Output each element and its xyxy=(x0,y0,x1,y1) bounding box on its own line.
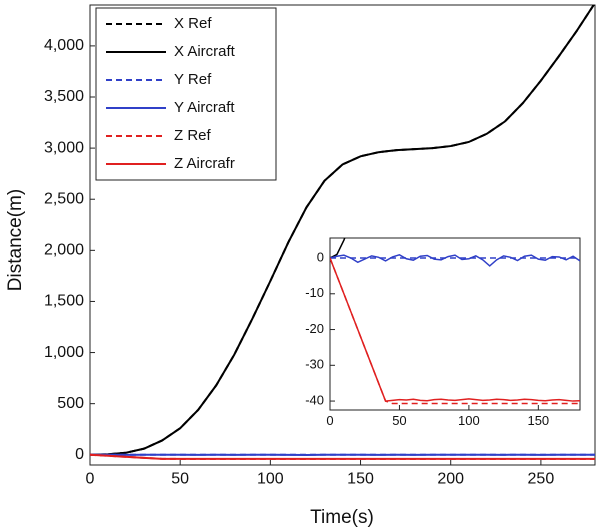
y-tick-label: 2,500 xyxy=(44,190,84,207)
x-tick-label: 100 xyxy=(257,471,284,488)
x-tick-label: 200 xyxy=(437,471,464,488)
x-tick-label: 150 xyxy=(527,413,549,428)
x-tick-label: 250 xyxy=(528,471,555,488)
plot-area xyxy=(329,237,581,411)
legend-label: Z Aircrafr xyxy=(174,155,235,172)
legend-label: X Aircraft xyxy=(174,43,236,60)
x-tick-label: 150 xyxy=(347,471,374,488)
y-tick-label: 3,500 xyxy=(44,88,84,105)
y-axis-label: Distance(m) xyxy=(5,189,26,291)
x-tick-label: 0 xyxy=(86,471,95,488)
y-tick-label: 2,000 xyxy=(44,242,84,259)
line-series xyxy=(90,453,595,460)
y-tick-label: -30 xyxy=(305,357,324,372)
y-tick-label: -20 xyxy=(305,321,324,336)
series-group xyxy=(330,238,580,405)
legend-label: X Ref xyxy=(174,15,212,32)
y-tick-label: -10 xyxy=(305,285,324,300)
legend-label: Z Ref xyxy=(174,127,212,144)
y-tick-label: 1,500 xyxy=(44,293,84,310)
legend-label: Y Ref xyxy=(174,71,212,88)
line-series xyxy=(330,253,580,267)
y-tick-label: 0 xyxy=(317,249,324,264)
x-tick-label: 0 xyxy=(326,413,333,428)
y-tick-label: 500 xyxy=(57,395,84,412)
x-axis-label: Time(s) xyxy=(310,507,374,528)
x-tick-label: 50 xyxy=(392,413,406,428)
y-tick-label: 4,000 xyxy=(44,37,84,54)
y-tick-label: 0 xyxy=(75,446,84,463)
legend-label: Y Aircraft xyxy=(174,99,235,116)
line-series xyxy=(90,5,595,456)
y-tick-label: -40 xyxy=(305,392,324,407)
series-group xyxy=(90,5,595,460)
line-series xyxy=(330,257,580,402)
y-tick-label: 1,000 xyxy=(44,344,84,361)
y-tick-label: 3,000 xyxy=(44,139,84,156)
legend-box xyxy=(95,7,277,181)
x-tick-label: 50 xyxy=(171,471,189,488)
x-tick-label: 100 xyxy=(458,413,480,428)
